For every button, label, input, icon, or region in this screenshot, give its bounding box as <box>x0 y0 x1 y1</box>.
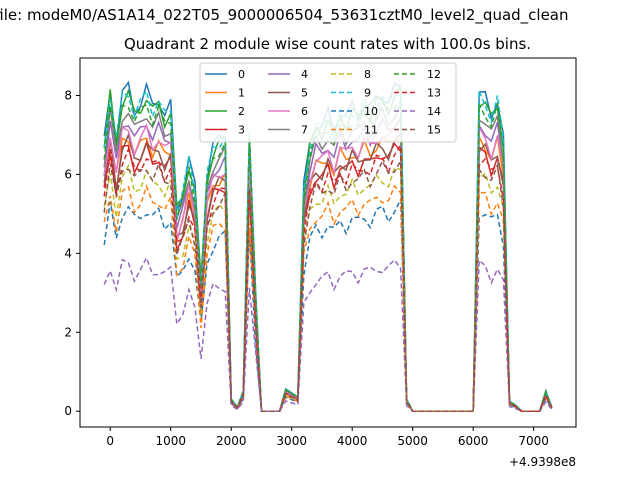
legend-label: 10 <box>364 105 378 118</box>
series-line-10 <box>103 199 553 412</box>
x-tick-label: 4000 <box>337 434 368 448</box>
x-offset-label: +4.9398e8 <box>509 455 576 469</box>
chart-title: Quadrant 2 module wise count rates with … <box>123 35 532 53</box>
plot-area-frame <box>79 57 577 428</box>
x-tick-label: 7000 <box>518 434 549 448</box>
series-line-11 <box>103 184 553 412</box>
plot-lines <box>103 80 553 412</box>
legend-label: 3 <box>238 124 245 137</box>
series-line-8 <box>103 163 553 412</box>
series-line-14 <box>103 255 553 412</box>
y-tick-label: 8 <box>64 88 72 102</box>
legend-label: 9 <box>364 87 371 100</box>
x-tick-label: 1000 <box>155 434 186 448</box>
legend-label: 13 <box>427 87 441 100</box>
legend-label: 15 <box>427 124 441 137</box>
legend-label: 12 <box>427 68 441 81</box>
series-line-15 <box>103 158 553 412</box>
y-axis: 0 2 4 6 8 <box>64 88 80 418</box>
y-tick-label: 0 <box>64 404 72 418</box>
x-tick-label: 2000 <box>216 434 247 448</box>
x-axis: 0 1000 2000 3000 4000 5000 6000 7000 <box>106 427 549 448</box>
legend-label: 6 <box>301 105 308 118</box>
legend-label: 11 <box>364 124 378 137</box>
x-tick-label: 3000 <box>276 434 307 448</box>
legend-label: 5 <box>301 87 308 100</box>
y-tick-label: 2 <box>64 325 72 339</box>
y-tick-label: 6 <box>64 167 72 181</box>
legend-label: 14 <box>427 105 441 118</box>
legend-box <box>199 62 457 143</box>
file-title: n file: modeM0/AS1A14_022T05_9000006504_… <box>0 6 569 24</box>
x-tick-label: 5000 <box>397 434 428 448</box>
legend-label: 7 <box>301 124 308 137</box>
x-tick-label: 6000 <box>458 434 489 448</box>
legend-label: 4 <box>301 68 308 81</box>
legend-label: 8 <box>364 68 371 81</box>
x-tick-label: 0 <box>106 434 114 448</box>
legend-label: 2 <box>238 105 245 118</box>
legend-label: 1 <box>238 87 245 100</box>
legend-label: 0 <box>238 68 245 81</box>
y-tick-label: 4 <box>64 246 72 260</box>
